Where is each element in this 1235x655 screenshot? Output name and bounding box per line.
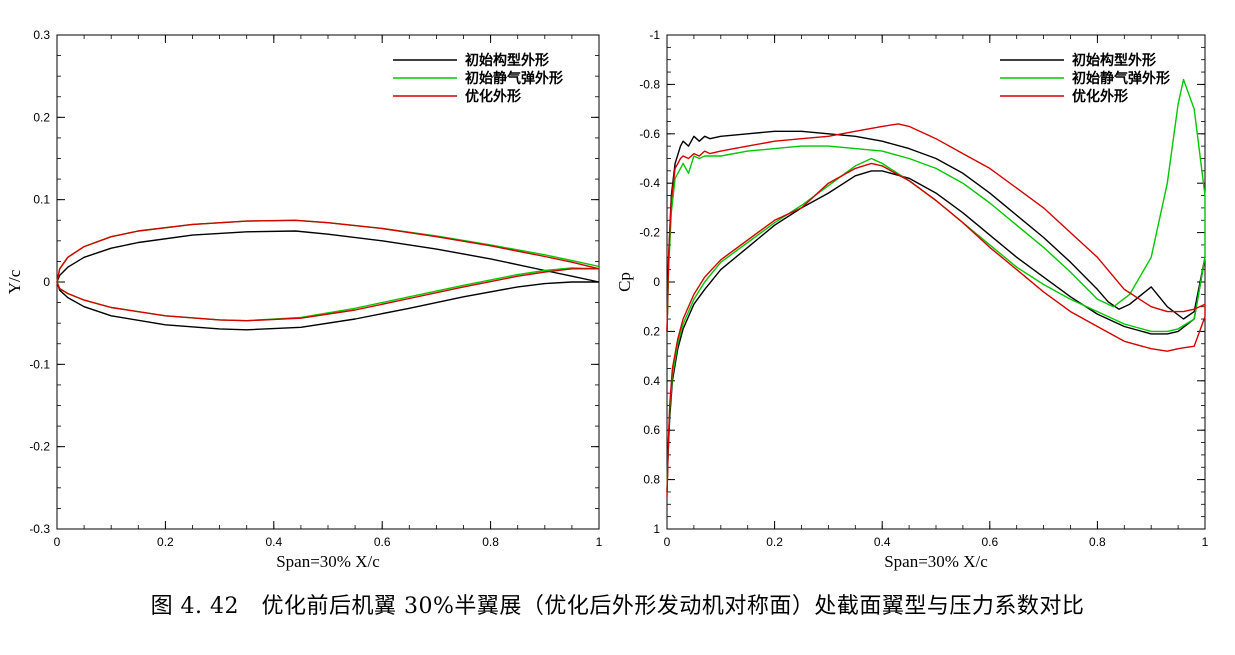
x-tick-label: 0.8 [1089, 535, 1106, 549]
x-tick-label: 0 [664, 535, 671, 549]
x-tick-label: 1 [596, 535, 603, 549]
series-line-1 [56, 230, 600, 331]
x-tick-label: 0.6 [374, 535, 391, 549]
y-tick-label: 0.4 [643, 374, 660, 388]
x-axis-label: Span=30% X/c [276, 552, 380, 571]
legend-entry: 初始静气弹外形 [1072, 70, 1170, 87]
legend-entry: 初始构型外形 [1072, 52, 1156, 69]
y-tick-label: 1 [653, 522, 660, 536]
figure-caption: 图 4. 42 优化前后机翼 30%半翼展（优化后外形发动机对称面）处截面翼型与… [150, 594, 1085, 619]
x-tick-label: 0.4 [874, 535, 891, 549]
plot-frame [56, 34, 600, 530]
legend-entry: 优化外形 [1072, 88, 1128, 105]
x-tick-label: 0 [54, 535, 61, 549]
airfoil-profile-chart: 0 0.2 0.4 0.6 0.8 1 -0.3 -0.2 -0.1 0 0.1 0.2 0.3 Span… [5, 28, 603, 571]
y-tick-label: 0.3 [33, 28, 50, 42]
x-tick-label: 0.2 [766, 535, 783, 549]
y-tick-label: -1 [649, 28, 660, 42]
pressure-coefficient-chart: 0 0.2 0.4 0.6 0.8 1 -1 -0.8 -0.6 -0.4 -0.2 0 0.2 0.4 0… [615, 28, 1209, 571]
legend-entry: 优化外形 [465, 88, 521, 105]
y-tick-label: 0.1 [33, 193, 50, 207]
y-axis-label: Y/c [5, 269, 24, 294]
series-line-3 [666, 123, 1206, 497]
y-tick-label: -0.4 [639, 176, 660, 190]
x-tick-label: 0.4 [265, 535, 282, 549]
y-tick-label: 0.8 [643, 473, 660, 487]
y-tick-label: -0.6 [639, 127, 660, 141]
y-axis-label: Cp [615, 272, 634, 292]
x-tick-label: 1 [1202, 535, 1209, 549]
legend-entry: 初始静气弹外形 [465, 70, 563, 87]
y-tick-label: 0 [43, 275, 50, 289]
y-tick-label: 0.2 [643, 324, 660, 338]
legend-entry: 初始构型外形 [465, 52, 549, 69]
y-tick-label: -0.2 [639, 226, 660, 240]
y-tick-label: 0 [653, 275, 660, 289]
y-tick-label: -0.2 [29, 440, 50, 454]
plot-frame [666, 34, 1206, 530]
series-line-2 [666, 78, 1206, 490]
x-axis-label: Span=30% X/c [884, 552, 988, 571]
x-tick-label: 0.8 [482, 535, 499, 549]
x-tick-label: 0.6 [981, 535, 998, 549]
series-line-3 [56, 219, 600, 322]
y-tick-label: -0.3 [29, 522, 50, 536]
y-tick-label: 0.6 [643, 423, 660, 437]
y-tick-label: -0.8 [639, 77, 660, 91]
y-tick-label: -0.1 [29, 357, 50, 371]
series-line-1 [666, 130, 1206, 493]
y-tick-label: 0.2 [33, 110, 50, 124]
series-line-2 [56, 219, 600, 322]
x-tick-label: 0.2 [157, 535, 174, 549]
